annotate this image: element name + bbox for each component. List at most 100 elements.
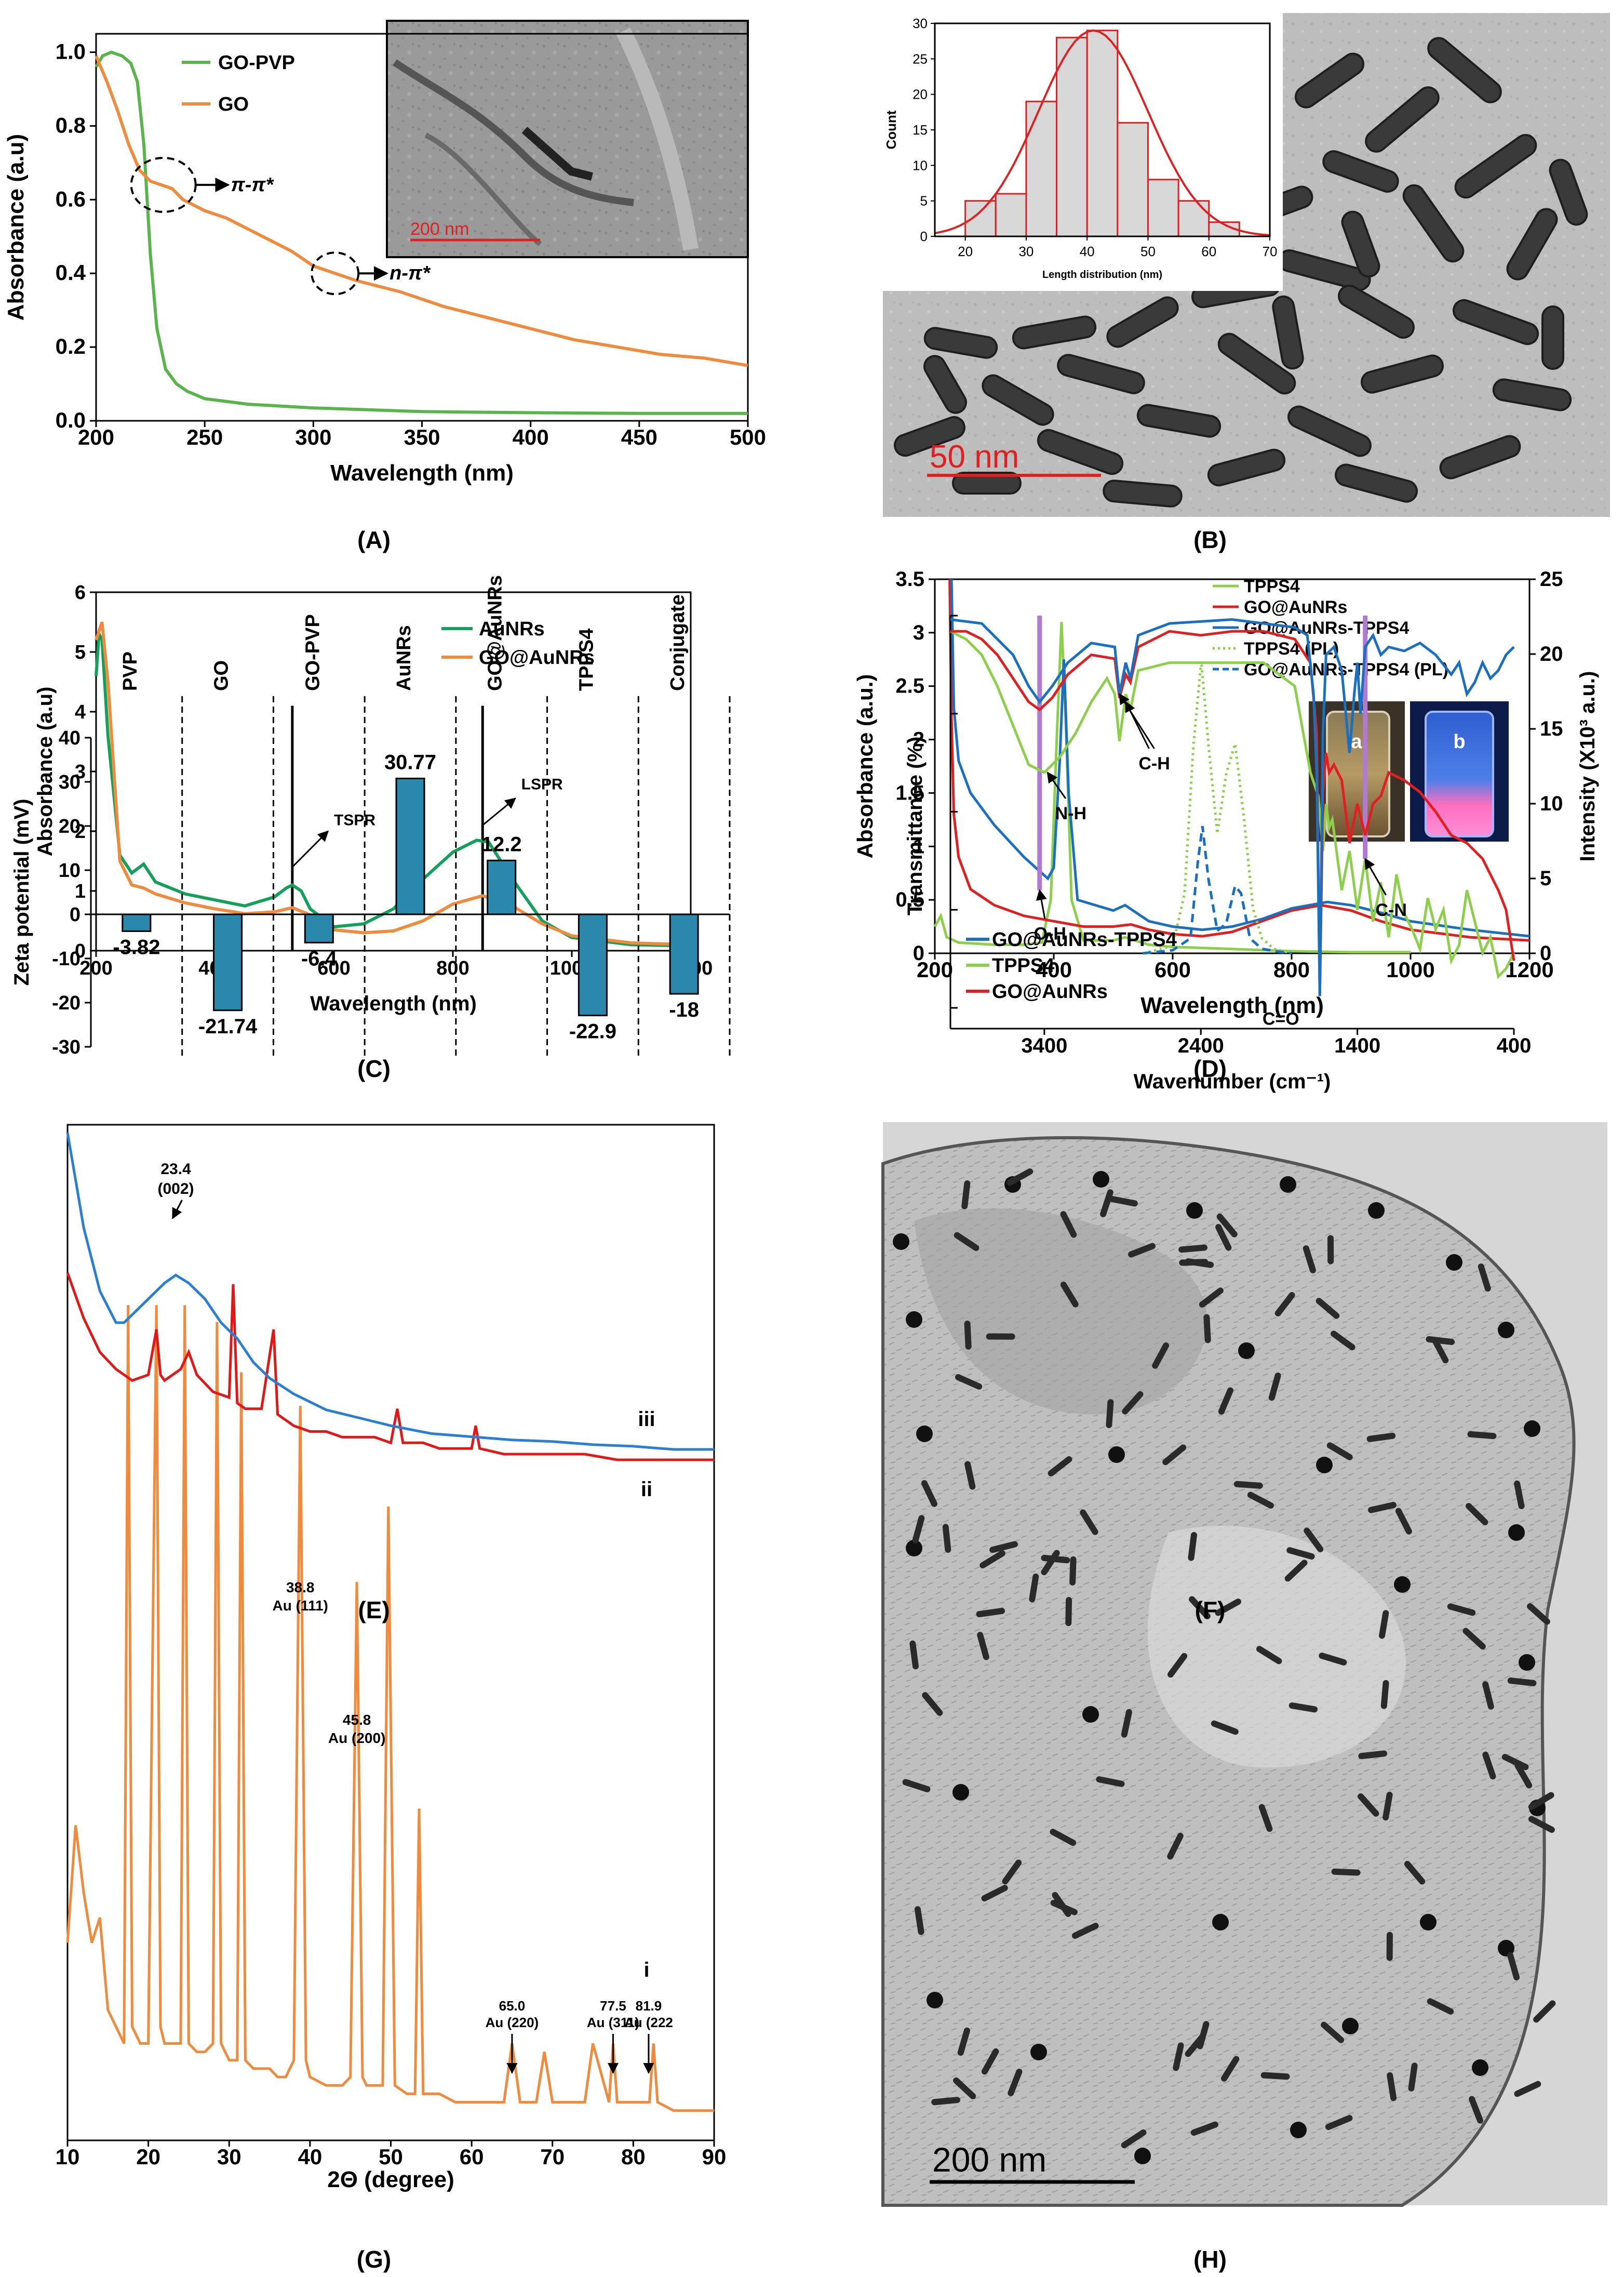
x-tick-label: 600 (317, 957, 350, 979)
gold-nanorod (1060, 1211, 1077, 1238)
nanorod (1057, 354, 1145, 394)
scale-bar-label: 50 nm (930, 439, 1019, 475)
y-tick-label: 5 (920, 193, 928, 209)
y-tick-label: 10 (912, 157, 928, 173)
gold-nanoparticle (1082, 1706, 1099, 1723)
peak-label: 65.0 (499, 1998, 526, 2014)
peak-label: 81.9 (636, 1998, 662, 2014)
x-axis-label: Wavelength (nm) (310, 992, 477, 1015)
nanorod (1037, 429, 1124, 475)
series-label-ii: ii (641, 1478, 652, 1501)
y-tick-label: 0 (75, 940, 86, 962)
panel-caption: (A) (357, 526, 391, 553)
gold-nanorod (1071, 1923, 1099, 1939)
gold-nanoparticle (927, 1992, 943, 2008)
histogram-bar (995, 193, 1027, 237)
x-tick-label: 600 (1155, 957, 1191, 982)
y2-tick-label: 5 (1540, 867, 1551, 890)
y-tick-label: 3 (913, 621, 924, 644)
category-label: GO@AuNRs (485, 575, 506, 691)
y-tick-label: 4 (75, 701, 86, 723)
peak-label: 77.5 (600, 1998, 626, 2014)
gold-nanorod (1179, 1259, 1209, 1266)
gold-nanorod (1188, 1532, 1197, 1561)
histogram-bar (1177, 200, 1210, 237)
gold-nanorod (1284, 1560, 1308, 1582)
vial-a-label: a (1351, 731, 1362, 753)
y-tick-label: 20 (59, 816, 80, 837)
zeta-bar (669, 913, 699, 995)
gold-nanorod (1528, 1816, 1555, 1833)
y-tick-label: 0 (913, 942, 924, 965)
y-axis-label: Transmittance (%) (904, 737, 927, 916)
y-tick-label: 0.0 (56, 408, 86, 432)
nanorod (923, 355, 967, 414)
legend-label: TPPS4 (1244, 577, 1300, 596)
nanorod (982, 374, 1054, 426)
gold-nanorod (954, 1232, 979, 1251)
gold-nanorod (931, 2097, 961, 2106)
nanorod (1427, 37, 1502, 103)
y-tick-label: 6 (75, 582, 86, 604)
gold-nanorod (1482, 1681, 1494, 1710)
x-tick-label: 60 (460, 2145, 484, 2169)
zeta-bar (122, 913, 152, 932)
peak-label: Au (200) (328, 1730, 385, 1746)
gold-nanorod (1258, 1804, 1273, 1832)
peak-label: 38.8 (286, 1579, 315, 1595)
graphene-fold (521, 127, 593, 181)
legend-label: GO@AuNRs-TPPS4 (992, 929, 1177, 951)
x-axis-label: Length distribution (nm) (1042, 269, 1162, 281)
xrd-pattern-iii (66, 1132, 714, 1451)
gold-nanorod (1121, 2129, 1147, 2149)
y-axis-label: Count (883, 110, 899, 149)
nanorod (1402, 184, 1465, 263)
gold-nanoparticle (1290, 2122, 1307, 2138)
gold-nanoparticle (916, 1426, 933, 1442)
nanorod (1541, 305, 1564, 370)
gold-nanorod (981, 2048, 999, 2075)
x-tick-label: 800 (436, 957, 469, 979)
panel-caption: (D) (1193, 1055, 1227, 1082)
gold-nanorod (1286, 1547, 1315, 1560)
annotation-tspr: TSPR (334, 812, 375, 829)
nanorod (1103, 480, 1183, 508)
gold-nanorod (909, 1640, 919, 1670)
panel-d-chart: 200 400 600 800 1000 120000.511.522.533.50510… (853, 568, 1599, 1018)
x-tick-label: 70 (1263, 244, 1278, 259)
nanorod (1492, 378, 1572, 411)
plot-frame (934, 578, 1531, 954)
nanorod (923, 327, 998, 359)
gold-nanorod (1041, 1554, 1070, 1564)
gold-nanoparticle (1238, 1342, 1255, 1359)
gold-nanorod (1527, 1603, 1550, 1625)
x-tick-label: 80 (621, 2145, 646, 2169)
chart-layer: 200 250 300 350 400 450 5000.00.20.40.60.81.0W… (3, 13, 1599, 2192)
y-tick-label: -10 (52, 948, 80, 970)
nanorod (1217, 332, 1296, 395)
y-tick-label: 0 (70, 904, 80, 926)
gold-nanorod (1190, 2121, 1218, 2136)
gold-nanoparticle (1524, 1420, 1540, 1437)
histogram-bar (1086, 30, 1119, 237)
peak-label: (002) (158, 1180, 194, 1197)
y-tick-label: 2.5 (895, 675, 924, 698)
gold-nanorod (1215, 1599, 1241, 1616)
vial-a (1326, 711, 1390, 837)
annotation-arrow (171, 1200, 183, 1219)
gold-nanorod (1379, 1610, 1389, 1639)
nanorod (1106, 296, 1179, 348)
gold-nanoparticle (1093, 1171, 1109, 1188)
legend-label: GO-PVP (218, 52, 295, 74)
gold-nanorod (1167, 1833, 1184, 1860)
nanorod (952, 472, 1022, 495)
y2-tick-label: 25 (1540, 568, 1563, 591)
panel-caption: (G) (357, 2246, 391, 2273)
y-axis-label: Absorbance (a.u.) (853, 674, 877, 859)
gold-nanorod (1404, 1861, 1426, 1885)
histogram-bar (1056, 36, 1088, 237)
y-axis-label: Absorbance (a.u) (3, 134, 29, 321)
